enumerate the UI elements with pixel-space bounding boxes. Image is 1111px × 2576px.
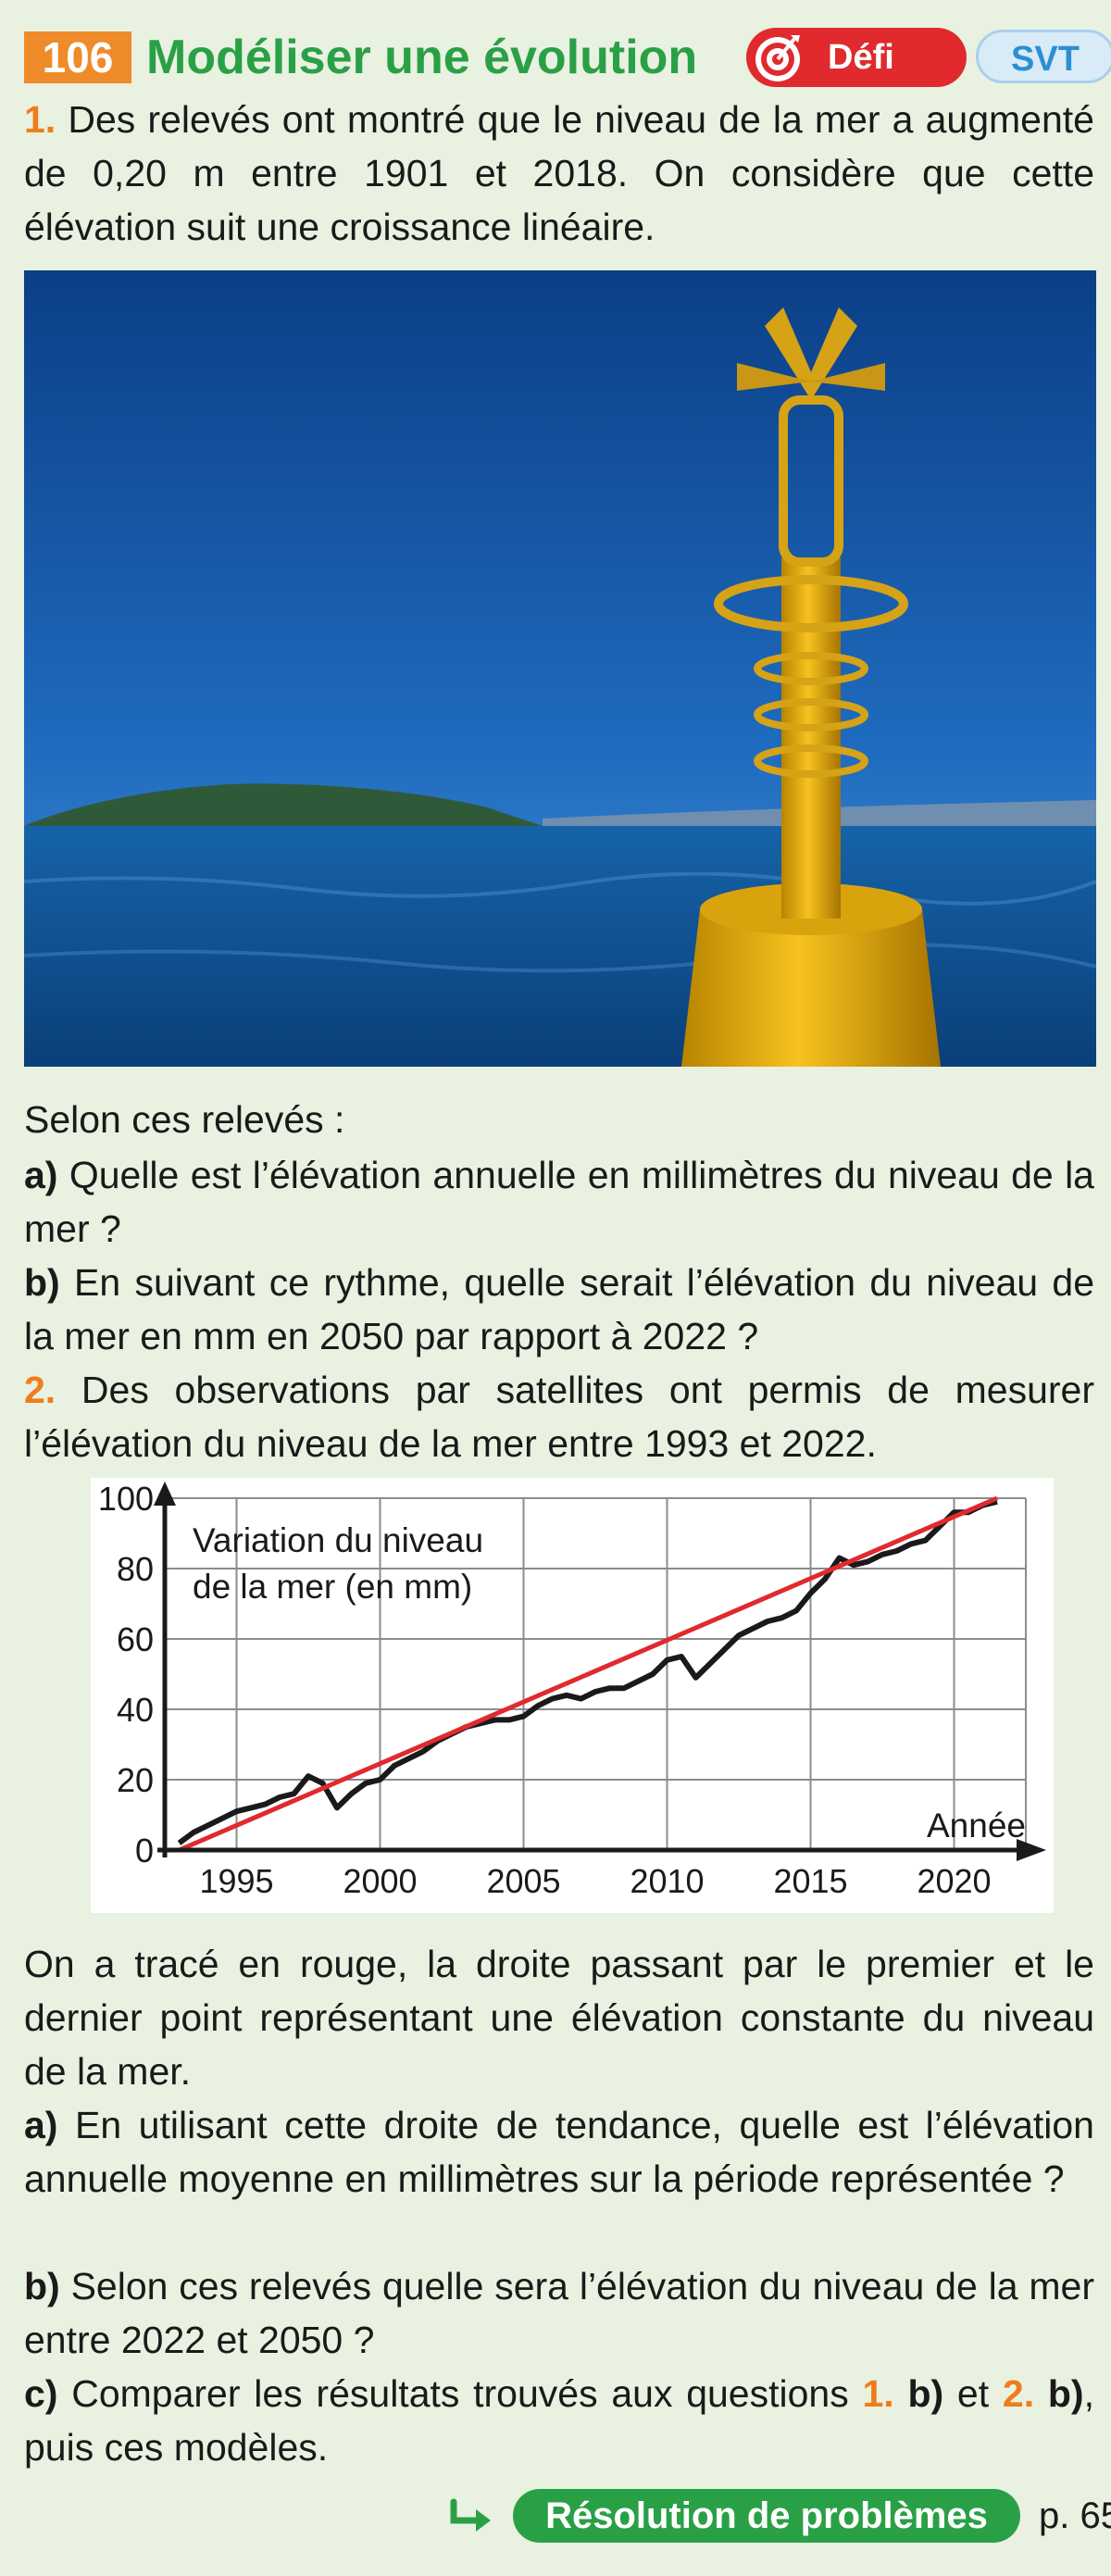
exercise-number: 106 bbox=[24, 31, 131, 83]
part1-b-label: b) bbox=[24, 1261, 60, 1304]
part1-number: 1. bbox=[24, 98, 56, 141]
part2-question-a: a) En utilisant cette droite de tendance… bbox=[24, 2098, 1094, 2206]
y-tick-label: 20 bbox=[117, 1761, 154, 1799]
part1-a-label: a) bbox=[24, 1154, 58, 1196]
part2-after-chart: On a tracé en rouge, la droite passant p… bbox=[24, 1943, 1094, 2093]
part1-lead: Selon ces relevés : bbox=[24, 1098, 345, 1141]
exercise-title: Modéliser une évolution bbox=[146, 31, 698, 84]
page-reference: p. 65 bbox=[1039, 2495, 1111, 2536]
y-tick-label: 60 bbox=[117, 1620, 154, 1658]
footer: Résolution de problèmes p. 65 bbox=[24, 2489, 1111, 2545]
part2-c-and: et bbox=[956, 2372, 990, 2415]
part1-question-b: b) En suivant ce rythme, quelle serait l… bbox=[24, 1256, 1094, 1363]
part2-c-text2: , puis ces modèles. bbox=[24, 2372, 1094, 2469]
y-tick-label: 80 bbox=[117, 1550, 154, 1588]
defi-badge: Défi bbox=[746, 28, 967, 87]
chart-axes bbox=[154, 1482, 1046, 1861]
subject-badge: SVT bbox=[976, 30, 1111, 83]
part1-intro-text: Des relevés ont montré que le niveau de … bbox=[24, 98, 1094, 248]
part1-intro: 1. Des relevés ont montré que le niveau … bbox=[24, 93, 1094, 254]
part2-c-ref2-num: 2. bbox=[1002, 2372, 1035, 2415]
part2-intro: 2. Des observations par satellites ont p… bbox=[24, 1363, 1094, 1470]
chart-tick-labels: 0 20 40 60 80 100 1995 2000 2005 2010 2015 2020 bbox=[98, 1480, 992, 1900]
x-tick-label: 1995 bbox=[199, 1862, 273, 1900]
buoy-photo bbox=[24, 270, 1096, 1067]
observed-sea-level-line bbox=[177, 1498, 998, 1845]
y-axis-arrow bbox=[154, 1482, 176, 1506]
x-tick-label: 2005 bbox=[486, 1862, 560, 1900]
part2-intro-text: Des observations par satellites ont perm… bbox=[24, 1369, 1094, 1465]
target-icon bbox=[755, 35, 800, 81]
x-tick-label: 2000 bbox=[343, 1862, 417, 1900]
chart-xlabel: Année bbox=[927, 1807, 1026, 1844]
part2-c-ref1-num: 1. bbox=[862, 2372, 894, 2415]
part2-c-text1: Comparer les résultats trouvés aux quest… bbox=[71, 2372, 849, 2415]
part1-b-text: En suivant ce rythme, quelle serait l’él… bbox=[24, 1261, 1094, 1357]
chart-ylabel-line2: de la mer (en mm) bbox=[193, 1568, 472, 1606]
chart-ylabel-line1: Variation du niveau bbox=[193, 1521, 483, 1559]
x-tick-label: 2020 bbox=[917, 1862, 991, 1900]
part2-b-text: Selon ces relevés quelle sera l’élévatio… bbox=[24, 2265, 1094, 2361]
x-tick-label: 2010 bbox=[630, 1862, 704, 1900]
part1-question-a: a) Quelle est l’élévation annuelle en mi… bbox=[24, 1148, 1094, 1256]
y-tick-label: 40 bbox=[117, 1691, 154, 1729]
part1-a-text: Quelle est l’élévation annuelle en milli… bbox=[24, 1154, 1094, 1250]
part2-c-label: c) bbox=[24, 2372, 58, 2415]
part2-c-ref1-letter: b) bbox=[907, 2372, 944, 2415]
defi-label: Défi bbox=[828, 38, 894, 77]
part2-a-label: a) bbox=[24, 2104, 58, 2146]
problem-solving-link[interactable]: Résolution de problèmes bbox=[513, 2489, 1020, 2543]
arrow-right-icon bbox=[450, 2498, 491, 2532]
y-tick-label: 100 bbox=[98, 1480, 154, 1518]
sea-level-chart: 0 20 40 60 80 100 1995 2000 2005 2010 2015 2020 Var… bbox=[91, 1478, 1054, 1913]
part2-question-b: b) Selon ces relevés quelle sera l’éléva… bbox=[24, 2259, 1094, 2367]
y-tick-label: 0 bbox=[135, 1832, 154, 1869]
part2-c-ref2-letter: b) bbox=[1047, 2372, 1084, 2415]
part2-number: 2. bbox=[24, 1369, 56, 1411]
part2-a-text: En utilisant cette droite de tendance, q… bbox=[24, 2104, 1094, 2200]
x-tick-label: 2015 bbox=[773, 1862, 847, 1900]
x-axis-arrow bbox=[1017, 1839, 1046, 1861]
part2-b-label: b) bbox=[24, 2265, 60, 2307]
trend-line bbox=[178, 1495, 998, 1853]
chart-grid bbox=[165, 1497, 1027, 1850]
part2-question-c: c) Comparer les résultats trouvés aux qu… bbox=[24, 2367, 1094, 2474]
exercise-header: 106 Modéliser une évolution Défi SVT bbox=[24, 26, 1111, 87]
chart-series bbox=[177, 1495, 998, 1853]
